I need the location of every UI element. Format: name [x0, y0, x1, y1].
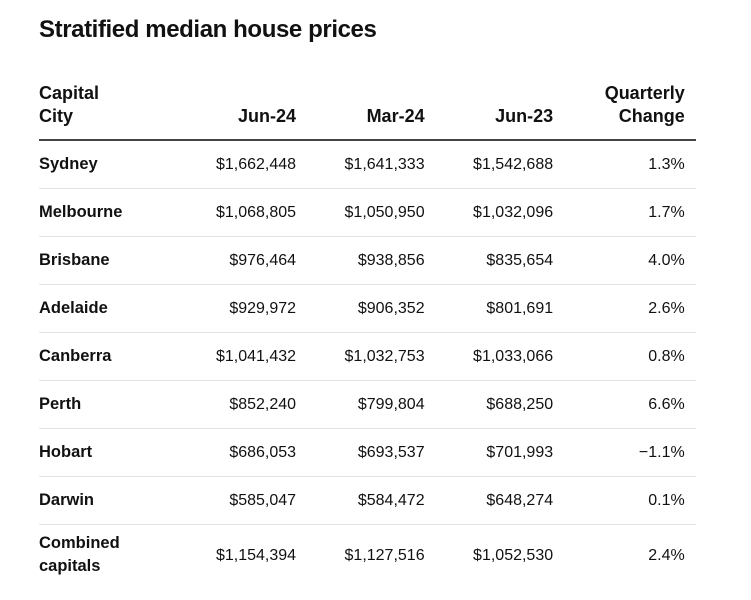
cell-jun-24: $585,047: [167, 476, 297, 525]
cell-city: Brisbane: [39, 236, 168, 285]
header-row: Capital City Jun-24 Mar-24 Jun-23 Quarte…: [39, 78, 696, 141]
cell-jun-24: $1,068,805: [167, 188, 297, 237]
cell-quarterly-change: 1.3%: [553, 140, 685, 189]
cell-mar-24: $1,050,950: [296, 188, 425, 237]
price-table: Capital City Jun-24 Mar-24 Jun-23 Quarte…: [39, 78, 696, 585]
cell-jun-24: $1,662,448: [167, 140, 297, 189]
cell-city: Darwin: [39, 476, 168, 525]
cell-annual-change: -: [684, 476, 696, 525]
cell-quarterly-change: 0.1%: [553, 476, 685, 525]
table-row: Sydney $1,662,448 $1,641,333 $1,542,688 1.3%: [39, 140, 696, 189]
cell-quarterly-change: 2.6%: [553, 284, 685, 333]
cell-annual-change: ': [684, 284, 696, 333]
table-row: Hobart$686,053$693,537$701,993−1.1%-: [39, 428, 696, 477]
cell-mar-24: $938,856: [296, 236, 425, 285]
table-row: Canberra $1,041,432 $1,032,753 $1,033,066 0.…: [39, 332, 696, 381]
cell-mar-24: $1,032,753: [296, 332, 425, 381]
cell-city: Hobart: [39, 428, 168, 477]
cell-mar-24: $906,352: [296, 284, 425, 333]
table-body: Sydney $1,662,448 $1,641,333 $1,542,688 1.3%…: [39, 140, 696, 585]
cell-jun-24: $1,041,432: [167, 332, 297, 381]
cell-jun-24: $929,972: [167, 284, 297, 333]
cell-city: Adelaide: [39, 284, 168, 333]
cell-city: Perth: [39, 380, 168, 429]
price-table-container: Capital City Jun-24 Mar-24 Jun-23 Quarte…: [39, 78, 696, 600]
cell-mar-24: $584,472: [296, 476, 425, 525]
cell-jun-23: $835,654: [424, 236, 554, 285]
cell-city: Melbourne: [39, 188, 168, 237]
cell-jun-23: $1,542,688: [424, 140, 554, 189]
table-row: Combined capitals $1,154,394 $1,127,516 $1,…: [39, 525, 696, 586]
column-header-quarterly-change: Quarterly Change: [553, 78, 685, 141]
cell-city: Sydney: [39, 140, 168, 189]
column-header-jun-23: Jun-23: [424, 78, 554, 141]
cell-quarterly-change: 4.0%: [553, 236, 685, 285]
chart-title: Stratified median house prices: [39, 16, 377, 43]
cell-quarterly-change: −1.1%: [553, 428, 685, 477]
cell-annual-change: [684, 332, 696, 381]
cell-city: Combined capitals: [39, 534, 120, 575]
cell-quarterly-change: 0.8%: [553, 332, 685, 381]
cell-quarterly-change: 2.4%: [648, 546, 685, 564]
cell-city: Canberra: [39, 332, 168, 381]
cell-mar-24: $1,127,516: [344, 546, 425, 564]
column-header-jun-24: Jun-24: [167, 78, 297, 141]
cell-quarterly-change: 6.6%: [553, 380, 685, 429]
cell-mar-24: $693,537: [296, 428, 425, 477]
column-header-annual-change: An ch: [684, 78, 696, 141]
cell-annual-change: [685, 525, 696, 586]
cell-annual-change: [684, 140, 696, 189]
cell-jun-23: $801,691: [424, 284, 554, 333]
cell-jun-23: $1,052,530: [473, 546, 554, 564]
cell-mar-24: $1,641,333: [296, 140, 425, 189]
cell-annual-change: ': [684, 236, 696, 285]
cell-jun-23: $701,993: [424, 428, 554, 477]
cell-jun-24: $852,240: [167, 380, 297, 429]
cell-jun-23: $688,250: [424, 380, 554, 429]
cell-quarterly-change: 1.7%: [553, 188, 685, 237]
cell-jun-24: $1,154,394: [215, 546, 297, 564]
cell-annual-change: 2: [684, 380, 696, 429]
cell-jun-23: $648,274: [424, 476, 554, 525]
table-row: Melbourne $1,068,805 $1,050,950 $1,032,096 1…: [39, 188, 696, 237]
column-header-mar-24: Mar-24: [296, 78, 425, 141]
column-header-capital-city: Capital City: [39, 78, 168, 141]
cell-mar-24: $799,804: [296, 380, 425, 429]
cell-jun-23: $1,032,096: [424, 188, 554, 237]
cell-jun-23: $1,033,066: [424, 332, 554, 381]
cell-annual-change: [684, 188, 696, 237]
cell-jun-24: $976,464: [167, 236, 297, 285]
cell-annual-change: -: [684, 428, 696, 477]
cell-jun-24: $686,053: [167, 428, 297, 477]
